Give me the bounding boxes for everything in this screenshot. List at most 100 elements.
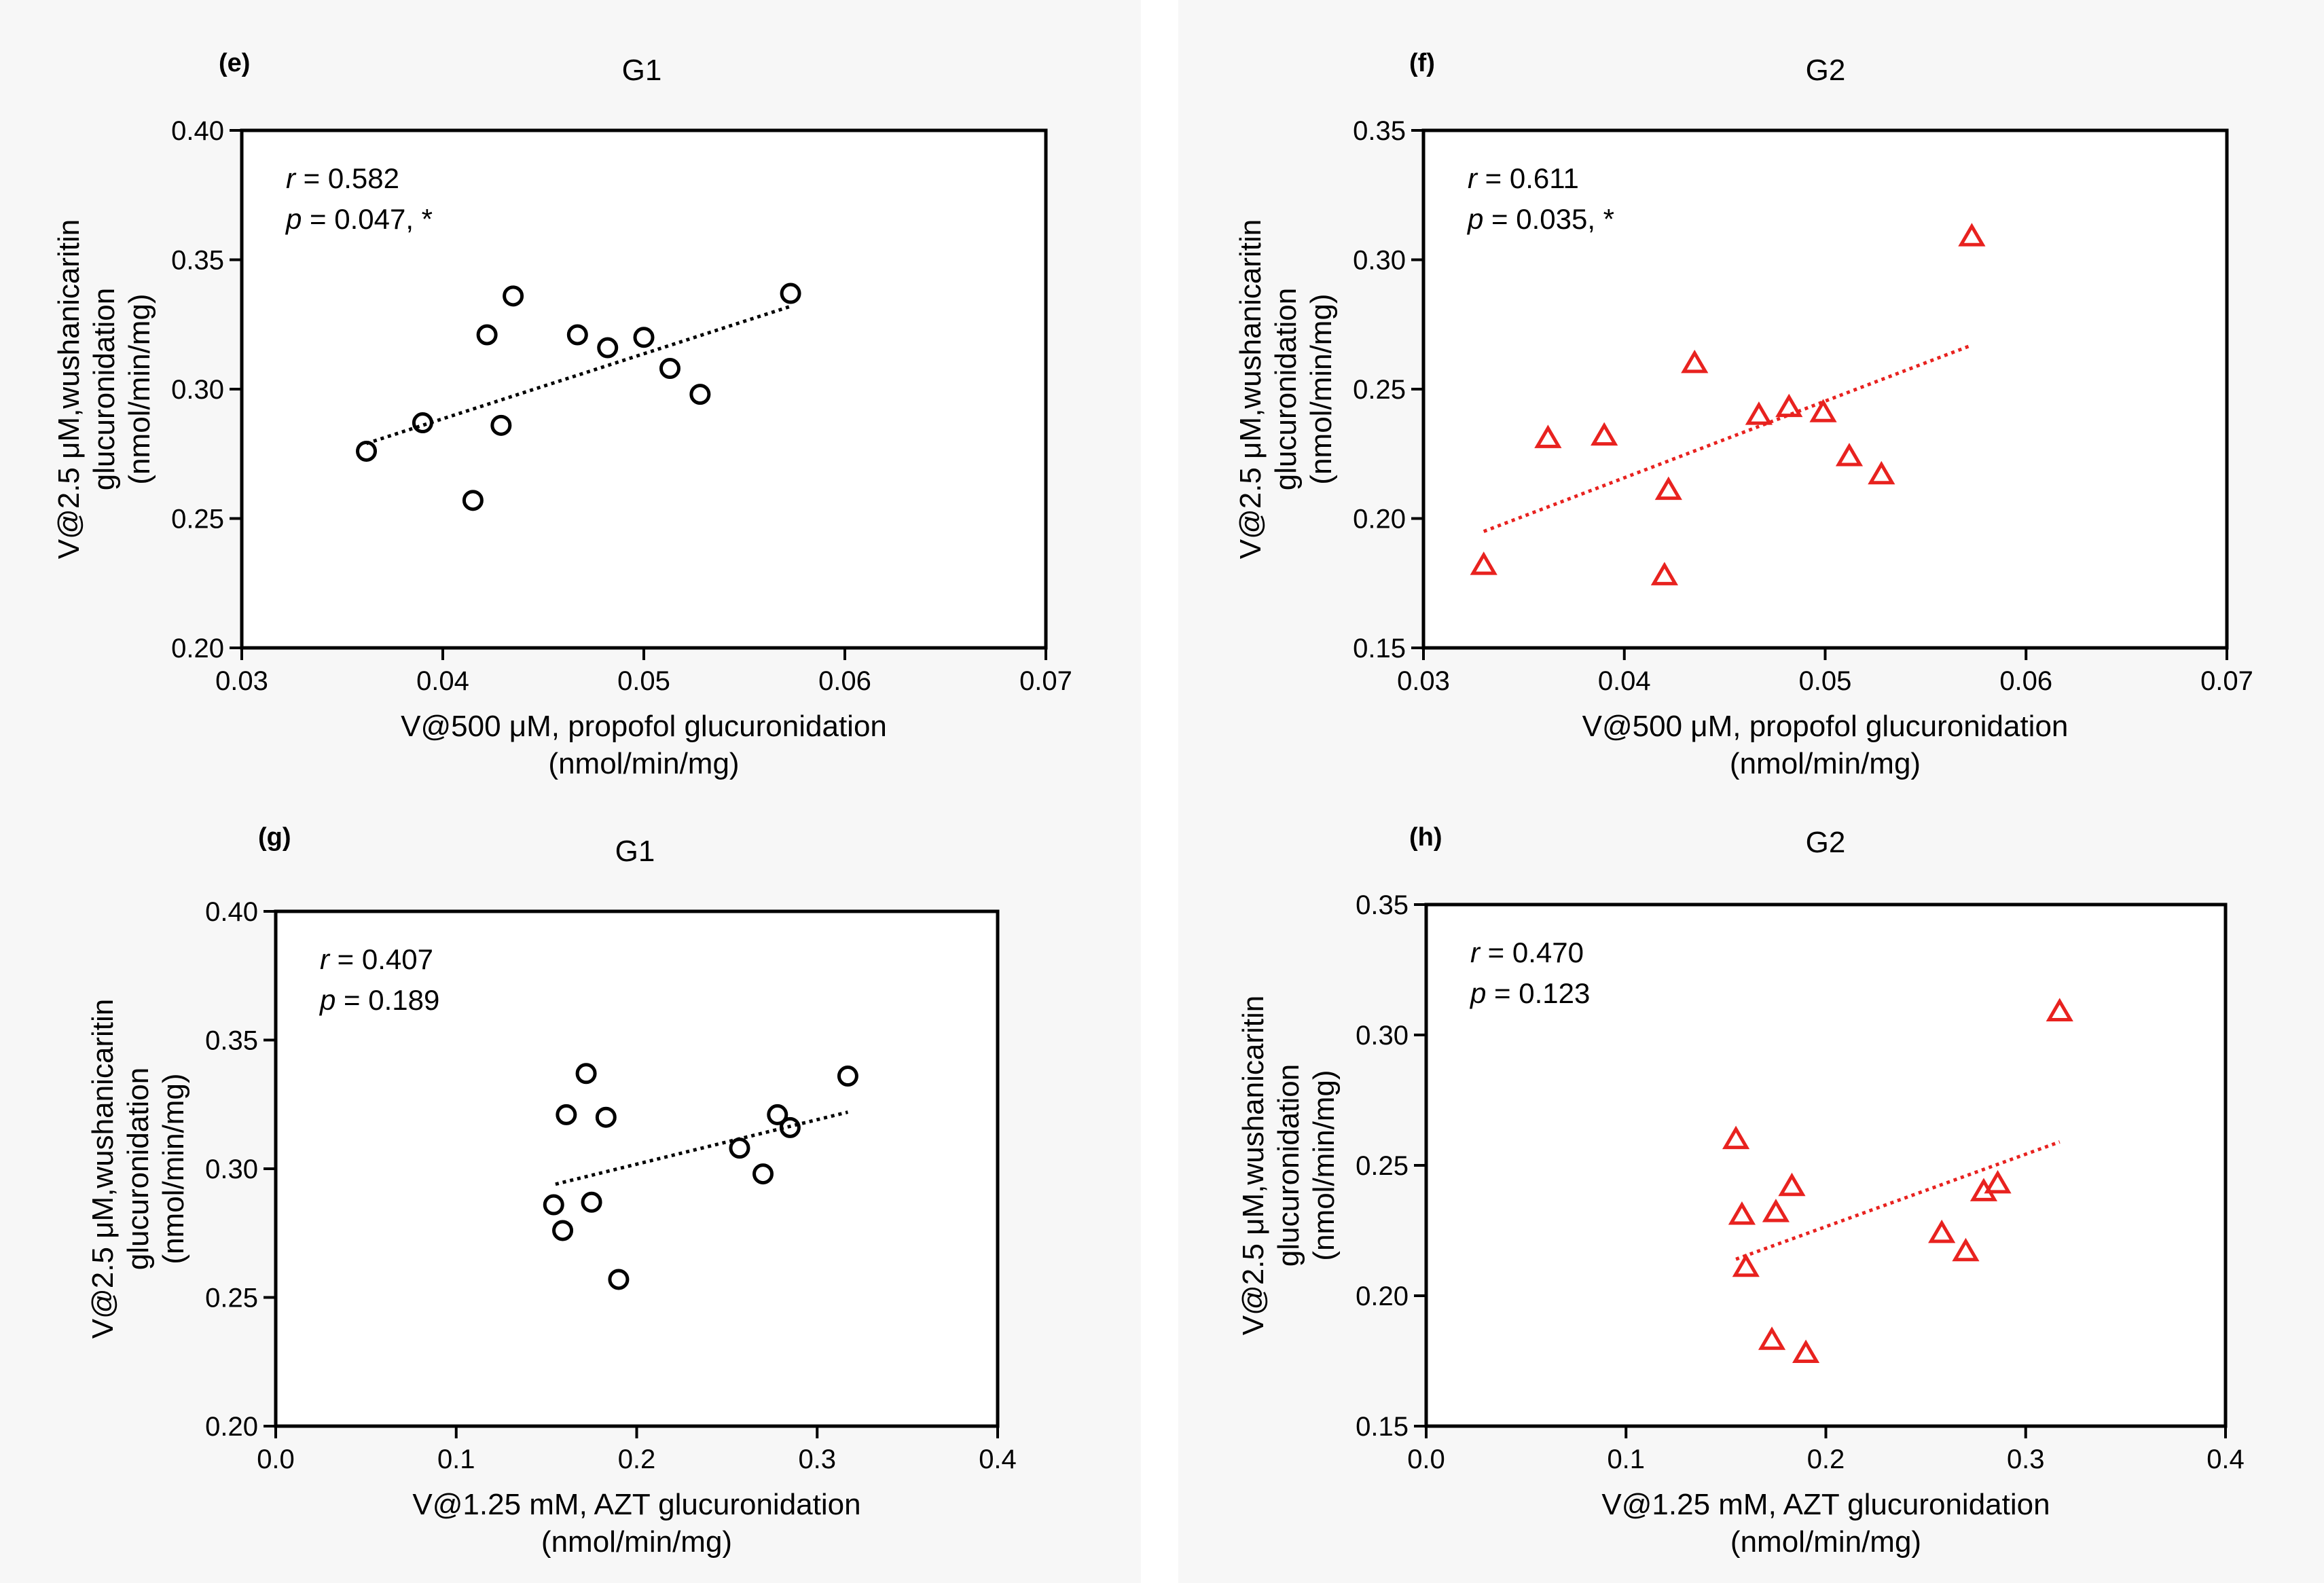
data-point [1745, 401, 1773, 425]
panel-g: (g) G1 0.0 0.1 0.2 0.3 0.4 0.20 0.25 0.30 0.35 0.40… [0, 788, 1141, 1583]
x-tick-label: 0.3 [2007, 1444, 2045, 1474]
x-tick-label: 0.03 [215, 666, 268, 696]
stat-p: p = 0.123 [1469, 977, 1590, 1009]
y-tick-label: 0.25 [205, 1284, 258, 1313]
data-point [1775, 393, 1803, 418]
stat-p: p = 0.189 [319, 984, 439, 1016]
x-tick-label: 0.04 [416, 666, 469, 696]
y-tick-label: 0.20 [171, 634, 224, 663]
data-point [689, 384, 711, 405]
x-tick-label: 0.2 [618, 1444, 656, 1474]
y-tick-label: 0.35 [171, 246, 224, 276]
x-tick-label: 0.0 [257, 1444, 295, 1474]
stat-p: p = 0.035, * [1466, 203, 1614, 235]
data-point [595, 1106, 617, 1128]
x-axis-label: V@1.25 mM, AZT glucuronidation [412, 1488, 860, 1521]
panel-letter: (f) [1409, 49, 1435, 77]
x-tick-label: 0.06 [818, 666, 871, 696]
x-axis-label: V@500 μM, propofol glucuronidation [1582, 710, 2069, 743]
data-point [476, 324, 498, 346]
stat-r-value: = 0.470 [1480, 936, 1584, 968]
x-tick-label: 0.06 [1999, 666, 2052, 696]
y-tick-label: 0.15 [1353, 634, 1406, 663]
panel-h: (h) G2 0.0 0.1 0.2 0.3 0.4 0.15 0.20 0.25 0.30 0.35… [1178, 788, 2324, 1583]
trend-line [1483, 343, 1973, 533]
data-point [1958, 223, 1986, 247]
stat-p-symbol: p [285, 203, 302, 235]
plot-area [1424, 903, 2228, 1428]
x-tick-label: 0.4 [2207, 1444, 2245, 1474]
data-point [1654, 476, 1682, 501]
x-tick-label: 0.07 [1019, 666, 1072, 696]
stat-p-symbol: p [1466, 203, 1483, 235]
y-axis-label: (nmol/min/mg) [157, 1073, 190, 1264]
panel-f: (f) G2 0.03 0.04 0.05 0.06 0.07 0.15 0.20 0.25 0.3… [1178, 0, 2324, 788]
y-tick-label: 0.35 [205, 1026, 258, 1056]
x-tick-label: 0.07 [2200, 666, 2253, 696]
data-point [575, 1063, 597, 1085]
stat-r-value: = 0.582 [295, 162, 399, 194]
panel-title: G1 [622, 54, 662, 87]
data-point [1534, 424, 1562, 448]
data-point [462, 490, 484, 511]
x-tick-label: 0.03 [1397, 666, 1450, 696]
x-axis-label: (nmol/min/mg) [548, 747, 739, 780]
y-axis-label: glucuronidation [122, 1068, 155, 1270]
y-tick-label: 0.25 [171, 505, 224, 534]
y-tick-label: 0.40 [171, 116, 224, 146]
stat-r: r = 0.611 [1468, 162, 1579, 194]
y-tick-label: 0.35 [1353, 116, 1406, 146]
x-tick-label: 0.2 [1807, 1444, 1845, 1474]
data-point [752, 1163, 774, 1185]
data-point [1952, 1237, 1980, 1262]
panel-title: G2 [1806, 826, 1846, 859]
y-axis-label: (nmol/min/mg) [1305, 293, 1338, 484]
y-axis-label: glucuronidation [1272, 1064, 1305, 1267]
data-point [490, 414, 512, 436]
data-point [1728, 1201, 1756, 1225]
data-point [556, 1104, 577, 1125]
x-axis-label: (nmol/min/mg) [541, 1525, 732, 1559]
stat-p-value: = 0.189 [335, 984, 439, 1016]
y-tick-label: 0.15 [1356, 1412, 1409, 1442]
data-point [412, 412, 433, 434]
y-axis-label: (nmol/min/mg) [123, 293, 156, 484]
y-axis-label: V@2.5 μM,wushanicaritin [52, 219, 86, 559]
data-point [1722, 1125, 1750, 1150]
data-point [780, 283, 801, 304]
y-tick-label: 0.20 [205, 1412, 258, 1442]
x-axis-label: V@500 μM, propofol glucuronidation [401, 710, 887, 743]
data-point [1762, 1199, 1790, 1222]
x-axis-label: V@1.25 mM, AZT glucuronidation [1601, 1488, 2050, 1521]
y-tick-label: 0.20 [1353, 505, 1406, 534]
stat-r-symbol: r [286, 162, 297, 194]
stat-r-symbol: r [320, 943, 331, 975]
panel-letter: (g) [258, 823, 291, 852]
stat-r-symbol: r [1468, 162, 1478, 194]
y-axis-label: V@2.5 μM,wushanicaritin [86, 999, 120, 1339]
y-tick-label: 0.30 [1353, 246, 1406, 276]
panel-e: (e) G1 0.03 0.04 0.05 0.06 0.07 0.20 0.25 0.30 0.3… [0, 0, 1141, 788]
stat-p: p = 0.047, * [285, 203, 433, 235]
y-axis-label: V@2.5 μM,wushanicaritin [1234, 219, 1267, 559]
data-point [1984, 1169, 2012, 1194]
stat-r: r = 0.407 [320, 943, 433, 975]
data-point [1792, 1339, 1820, 1363]
y-tick-label: 0.25 [1356, 1151, 1409, 1181]
data-point [767, 1104, 788, 1125]
x-tick-label: 0.0 [1407, 1444, 1445, 1474]
data-point [1470, 551, 1497, 575]
data-point [1835, 443, 1864, 467]
y-axis-label: glucuronidation [1269, 288, 1303, 490]
y-tick-label: 0.35 [1356, 890, 1409, 920]
plot-area [240, 128, 1048, 650]
x-tick-label: 0.1 [1607, 1444, 1645, 1474]
data-point [729, 1138, 750, 1159]
trend-line [555, 1110, 849, 1186]
stat-r: r = 0.582 [286, 162, 399, 194]
y-tick-label: 0.30 [171, 375, 224, 405]
x-tick-label: 0.3 [798, 1444, 836, 1474]
x-tick-label: 0.4 [979, 1444, 1017, 1474]
stat-p-symbol: p [319, 984, 335, 1016]
